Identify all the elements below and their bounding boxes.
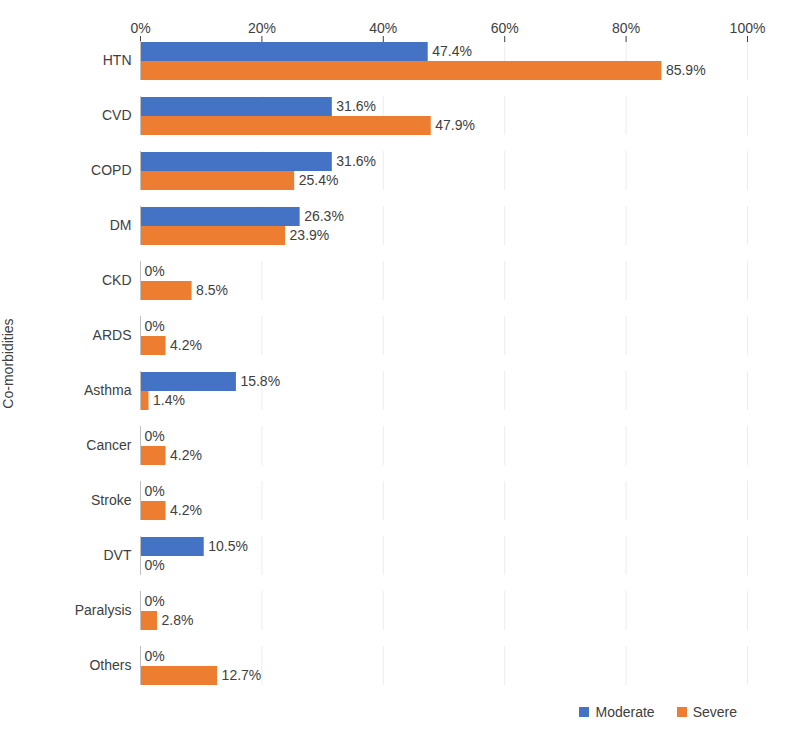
svg-text:8.5%: 8.5%	[196, 282, 228, 298]
svg-text:40%: 40%	[369, 20, 397, 36]
svg-text:Co-morbidities: Co-morbidities	[0, 318, 16, 408]
svg-text:25.4%: 25.4%	[299, 172, 339, 188]
svg-text:Asthma: Asthma	[84, 382, 132, 398]
svg-text:Paralysis: Paralysis	[75, 602, 132, 618]
svg-text:100%: 100%	[730, 20, 766, 36]
svg-text:10.5%: 10.5%	[208, 538, 248, 554]
svg-text:80%: 80%	[612, 20, 640, 36]
svg-text:0%: 0%	[145, 318, 165, 334]
svg-text:0%: 0%	[130, 20, 150, 36]
svg-text:4.2%: 4.2%	[170, 502, 202, 518]
svg-text:47.4%: 47.4%	[432, 43, 472, 59]
svg-text:0%: 0%	[145, 593, 165, 609]
html-text:Moderate: Moderate	[595, 704, 655, 720]
svg-text:DVT: DVT	[104, 547, 132, 563]
svg-text:Stroke: Stroke	[91, 492, 132, 508]
svg-text:31.6%: 31.6%	[336, 153, 376, 169]
svg-text:1.4%: 1.4%	[153, 392, 185, 408]
svg-text:0%: 0%	[145, 557, 165, 573]
svg-text:DM: DM	[110, 217, 132, 233]
svg-text:85.9%: 85.9%	[666, 62, 706, 78]
svg-text:HTN: HTN	[103, 52, 132, 68]
svg-text:0%: 0%	[145, 263, 165, 279]
svg-text:0%: 0%	[145, 483, 165, 499]
svg-text:COPD: COPD	[91, 162, 131, 178]
svg-text:12.7%: 12.7%	[222, 667, 262, 683]
svg-text:CKD: CKD	[102, 272, 132, 288]
svg-text:CVD: CVD	[102, 107, 132, 123]
svg-text:Cancer: Cancer	[86, 437, 131, 453]
svg-text:2.8%: 2.8%	[161, 612, 193, 628]
svg-text:20%: 20%	[248, 20, 276, 36]
svg-text:23.9%: 23.9%	[290, 227, 330, 243]
svg-text:4.2%: 4.2%	[170, 447, 202, 463]
svg-text:47.9%: 47.9%	[435, 117, 475, 133]
svg-text:15.8%: 15.8%	[240, 373, 280, 389]
svg-text:31.6%: 31.6%	[336, 98, 376, 114]
svg-text:60%: 60%	[491, 20, 519, 36]
svg-text:ARDS: ARDS	[93, 327, 132, 343]
html-text:Severe: Severe	[692, 704, 737, 720]
svg-text:4.2%: 4.2%	[170, 337, 202, 353]
svg-text:26.3%: 26.3%	[304, 208, 344, 224]
svg-text:0%: 0%	[145, 648, 165, 664]
svg-text:Others: Others	[89, 657, 131, 673]
svg-text:0%: 0%	[145, 428, 165, 444]
